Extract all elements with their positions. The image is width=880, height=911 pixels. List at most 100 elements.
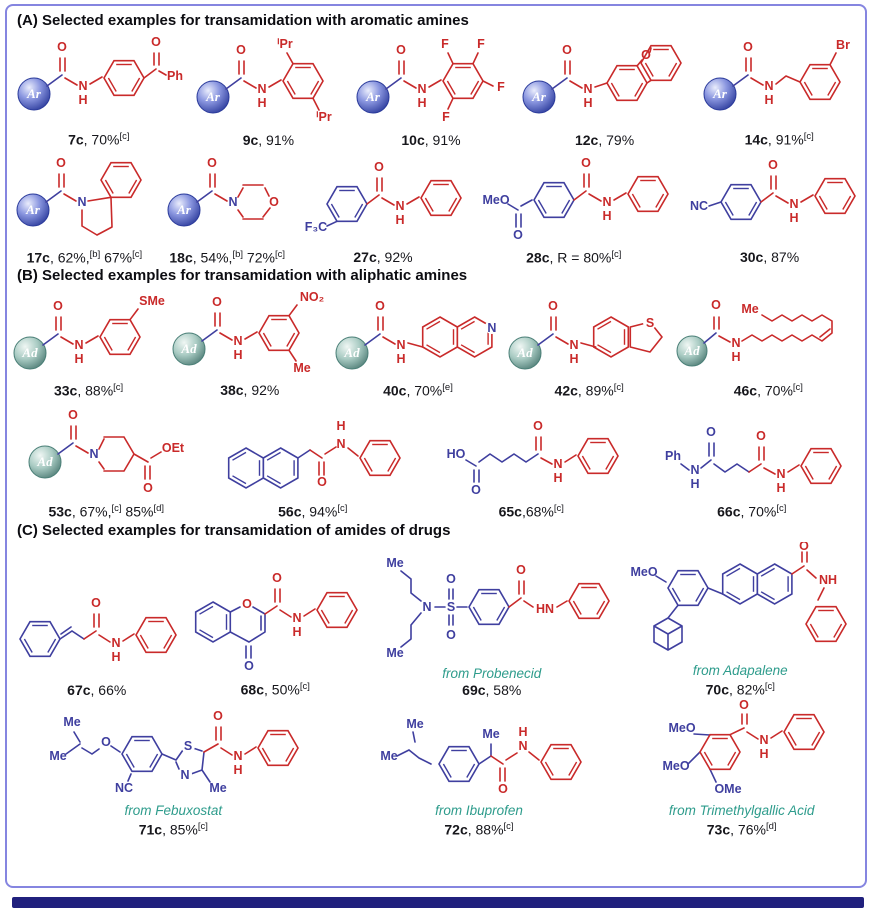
svg-text:Me: Me	[742, 302, 759, 316]
from-label: from Trimethylgallic Acid	[668, 802, 815, 818]
svg-text:O: O	[244, 659, 254, 673]
structure-56c: O H N	[227, 419, 401, 489]
structure-53c: Ad O N OEt O	[28, 408, 185, 495]
compound-label: 28c, R = 80%[c]	[526, 248, 622, 266]
svg-text:Ar: Ar	[176, 202, 192, 217]
structure-33c: Ad O N H SMe	[13, 294, 164, 370]
structure-68c: O O O N H	[195, 571, 359, 673]
svg-text:H: H	[690, 477, 699, 491]
svg-text:N: N	[554, 457, 563, 471]
svg-text:N: N	[602, 195, 611, 209]
section-b-header: (B) Selected examples for transamidation…	[17, 267, 468, 285]
svg-text:O: O	[581, 156, 591, 170]
structure-69c: Me Me N O S O O HN	[386, 556, 610, 660]
svg-text:H: H	[417, 96, 426, 110]
svg-text:NC: NC	[115, 781, 133, 795]
svg-text:H: H	[765, 93, 774, 107]
compound-10c: Ar O N H F F F F 10c, 91%	[353, 35, 509, 148]
svg-text:O: O	[317, 475, 327, 489]
svg-text:Me: Me	[406, 717, 423, 731]
svg-text:N: N	[518, 739, 527, 753]
svg-text:H: H	[74, 352, 83, 366]
structure-42c: Ad O N H S	[508, 299, 663, 370]
svg-text:H: H	[111, 650, 120, 664]
svg-text:Br: Br	[836, 38, 850, 52]
svg-text:O: O	[446, 572, 456, 586]
svg-text:N: N	[74, 338, 83, 352]
compound-label: 66c, 70%[c]	[717, 503, 787, 520]
svg-text:O: O	[706, 425, 716, 439]
svg-text:ⁱPr: ⁱPr	[317, 110, 333, 124]
compound-label: 42c, 89%[c]	[554, 381, 624, 399]
structure-46c: Ad O N H Me	[676, 298, 834, 367]
svg-text:O: O	[799, 542, 809, 553]
svg-text:H: H	[776, 481, 785, 495]
svg-text:Ar: Ar	[26, 202, 42, 217]
from-label: from Probenecid	[442, 665, 542, 681]
svg-text:O: O	[548, 299, 558, 313]
compound-label: 9c, 91%	[242, 131, 295, 148]
compound-14c: Ar O N H Br 14c, 91%[c]	[700, 32, 858, 148]
svg-text:H: H	[336, 419, 345, 433]
svg-text:H: H	[234, 763, 243, 777]
svg-text:HN: HN	[536, 602, 554, 616]
structure-73c: MeO MeO OMe O N H	[662, 698, 825, 796]
compound-label: 53c, 67%,[c] 85%[d]	[48, 503, 165, 520]
svg-text:Ad: Ad	[180, 341, 197, 356]
structure-12c: Ar O N H O	[522, 43, 682, 114]
svg-text:O: O	[151, 35, 161, 49]
compound-46c: Ad O N H Me 46c, 70%[c]	[674, 291, 862, 398]
compound-label: 56c, 94%[c]	[278, 503, 348, 520]
svg-text:O: O	[213, 709, 223, 723]
svg-text:H: H	[293, 625, 302, 639]
structure-9c: Ar O N H ⁱPr ⁱPr	[196, 37, 333, 124]
compound-68c: O O O N H 68c, 50%[c]	[187, 570, 363, 698]
svg-text:O: O	[57, 40, 67, 54]
compound-12c: Ar O N H O 12c, 79%	[519, 35, 691, 148]
svg-text:Ar: Ar	[365, 89, 381, 104]
compound-65c: HO O O N H 65c,68%[c]	[438, 398, 624, 520]
svg-text:N: N	[233, 334, 242, 348]
compound-53c: Ad O N OEt O 53c, 67%,[c] 85%[d]	[25, 400, 187, 520]
svg-text:Ad: Ad	[343, 345, 360, 360]
svg-text:Me: Me	[64, 715, 81, 729]
compound-label: 38c, 92%	[220, 382, 280, 399]
compound-18c: Ar O N O 18c, 54%,[b] 72%[c]	[164, 148, 290, 265]
compound-27c: F₃C O N H 27c, 92%	[299, 150, 467, 265]
svg-text:NC: NC	[690, 199, 708, 213]
svg-text:H: H	[396, 352, 405, 366]
svg-text:N: N	[234, 749, 243, 763]
svg-text:Me: Me	[482, 727, 499, 741]
compound-72c: Me Me Me O N H from Ibuprofen 72c, 88%[c…	[371, 702, 587, 837]
svg-text:O: O	[739, 698, 749, 712]
svg-text:Me: Me	[380, 749, 397, 763]
row-b1: Ad O N H SMe 33c, 88%[c] Ad O N H N	[9, 287, 863, 398]
svg-text:O: O	[533, 419, 543, 433]
svg-text:Ph: Ph	[167, 69, 183, 83]
structure-70c: MeO O NH	[631, 542, 848, 651]
from-label: from Ibuprofen	[435, 802, 523, 818]
svg-text:O: O	[237, 43, 247, 57]
structure-30c: NC O N H	[690, 158, 856, 225]
svg-text:O: O	[641, 48, 651, 62]
compound-label: 70c, 82%[c]	[705, 680, 775, 698]
section-c-header: (C) Selected examples for transamidation…	[17, 521, 451, 539]
svg-text:H: H	[258, 96, 267, 110]
compound-28c: MeO O O N H 28c, R = 80%[c]	[476, 148, 672, 266]
svg-text:MeO: MeO	[631, 565, 658, 579]
structure-67c: O N H	[18, 596, 177, 664]
structure-65c: HO O O N H	[447, 419, 620, 497]
svg-text:N: N	[111, 636, 120, 650]
svg-text:Me: Me	[210, 781, 227, 795]
svg-text:O: O	[374, 160, 384, 174]
compound-label: 7c, 70%[c]	[68, 131, 130, 148]
svg-text:N: N	[396, 338, 405, 352]
svg-text:F: F	[441, 37, 449, 51]
svg-text:H: H	[759, 747, 768, 761]
svg-text:N: N	[258, 82, 267, 96]
structure-66c: Ph N H O O N H	[665, 425, 842, 495]
svg-text:O: O	[57, 156, 67, 170]
svg-text:MeO: MeO	[662, 759, 689, 773]
svg-text:NO₂: NO₂	[300, 290, 324, 304]
svg-text:O: O	[242, 597, 252, 611]
